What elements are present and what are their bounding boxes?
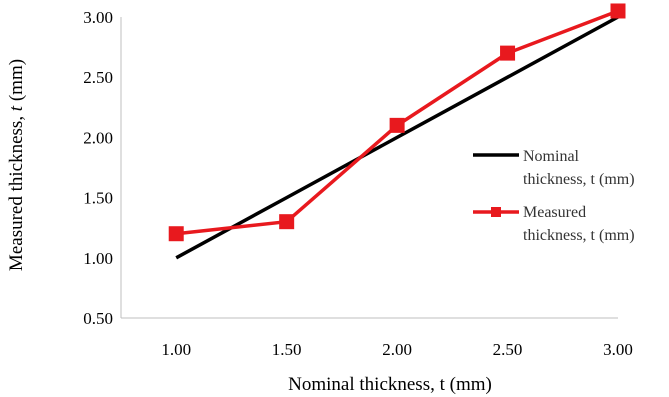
legend-label-measured-line2: thickness, t (mm)	[523, 227, 635, 244]
legend-item-measured: Measured thickness, t (mm)	[473, 204, 635, 244]
series-layer	[168, 3, 626, 260]
y-axis-title-main: Measured thickness,	[6, 111, 27, 271]
data-point	[168, 226, 184, 242]
x-tick-labels: 1.00 1.50 2.00 2.50 3.00	[161, 340, 633, 359]
x-tick-label: 1.00	[161, 340, 191, 359]
x-tick-label: 2.00	[382, 340, 412, 359]
plot-area: 0.50 1.00 1.50 2.00 2.50 3.00 1.00 1.50 2.00 2.5…	[83, 3, 633, 359]
series-line	[175, 15, 619, 260]
y-axis-title-italic: t	[6, 105, 27, 111]
legend-label-nominal-line2: thickness, t (mm)	[523, 171, 635, 188]
data-point	[610, 3, 626, 19]
legend-item-nominal: Nominal thickness, t (mm)	[473, 148, 635, 188]
data-point	[500, 45, 516, 61]
series-measured	[168, 3, 626, 242]
legend-marker-measured	[491, 207, 501, 217]
y-tick-label: 1.50	[83, 189, 113, 208]
y-tick-label: 0.50	[83, 309, 113, 328]
legend: Nominal thickness, t (mm) Measured thick…	[473, 148, 635, 244]
y-axis-title-unit: (mm)	[6, 59, 27, 106]
y-tick-label: 1.00	[83, 249, 113, 268]
series-nominal	[175, 15, 619, 260]
x-tick-label: 2.50	[493, 340, 523, 359]
x-tick-label: 1.50	[272, 340, 302, 359]
y-tick-label: 2.00	[83, 128, 113, 147]
data-point	[389, 117, 405, 133]
y-tick-label: 2.50	[83, 68, 113, 87]
data-point	[279, 214, 295, 230]
y-tick-labels: 0.50 1.00 1.50 2.00 2.50 3.00	[83, 8, 113, 328]
x-axis-title: Nominal thickness, t (mm)	[288, 374, 492, 395]
legend-label-nominal-line1: Nominal	[523, 148, 580, 165]
legend-label-measured-line1: Measured	[523, 204, 586, 221]
x-tick-label: 3.00	[603, 340, 633, 359]
y-tick-label: 3.00	[83, 8, 113, 27]
y-axis-title: Measured thickness, t (mm)	[6, 59, 27, 271]
